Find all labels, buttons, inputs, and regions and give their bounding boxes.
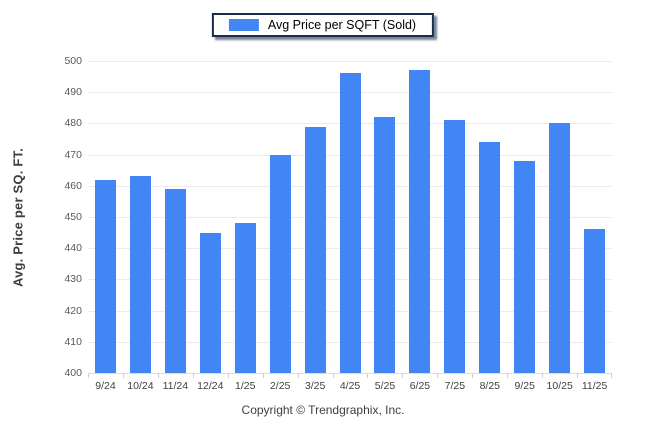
x-tick bbox=[402, 373, 403, 378]
x-tick-label: 8/25 bbox=[479, 380, 500, 392]
y-tick-label: 430 bbox=[64, 273, 82, 286]
x-tick-label: 11/24 bbox=[162, 380, 189, 392]
y-tick-label: 420 bbox=[64, 304, 82, 317]
x-tick bbox=[367, 373, 368, 378]
gridline bbox=[88, 61, 612, 62]
bar-8/25[interactable] bbox=[479, 142, 501, 373]
x-tick-label: 7/25 bbox=[444, 380, 466, 392]
bar-slot bbox=[437, 61, 472, 373]
x-tick bbox=[263, 373, 264, 378]
y-tick-label: 480 bbox=[64, 117, 82, 130]
bar-10/25[interactable] bbox=[549, 123, 571, 373]
x-tick-label: 3/25 bbox=[304, 380, 326, 392]
bar-11/24[interactable] bbox=[164, 188, 186, 373]
y-tick-label: 440 bbox=[64, 242, 82, 255]
bar-slot bbox=[193, 61, 228, 373]
bar-slot bbox=[333, 61, 368, 373]
x-tick-label: 10/25 bbox=[546, 380, 573, 392]
x-tick bbox=[298, 373, 299, 378]
x-tick-label: 9/25 bbox=[514, 380, 535, 392]
y-tick-label: 500 bbox=[64, 55, 82, 67]
x-tick-label: 5/25 bbox=[374, 380, 396, 392]
bar-11/25[interactable] bbox=[584, 229, 606, 373]
copyright-text: Copyright © Trendgraphix, Inc. bbox=[241, 403, 405, 417]
x-tick bbox=[472, 373, 473, 378]
gridline bbox=[88, 373, 612, 374]
y-axis-title: Avg. Price per SQ. FT. bbox=[10, 148, 26, 288]
x-tick bbox=[123, 373, 124, 378]
x-tick bbox=[577, 373, 578, 378]
bar-slot bbox=[542, 61, 577, 373]
x-tick bbox=[193, 373, 194, 378]
y-tick-label: 460 bbox=[64, 179, 82, 192]
x-tick-label: 11/25 bbox=[581, 380, 608, 392]
legend-label: Avg Price per SQFT (Sold) bbox=[267, 18, 417, 32]
bar-4/25[interactable] bbox=[339, 73, 361, 373]
x-tick-label: 4/25 bbox=[339, 380, 361, 392]
x-tick bbox=[507, 373, 508, 378]
x-tick bbox=[228, 373, 229, 378]
x-tick bbox=[542, 373, 543, 378]
bar-slot bbox=[158, 61, 193, 373]
bar-slot bbox=[298, 61, 333, 373]
bar-slot bbox=[88, 61, 123, 373]
y-axis-tick-labels: 400 410 420 430 440 450 460 470 480 490 500 bbox=[52, 55, 82, 379]
bar-slot bbox=[263, 61, 298, 373]
x-axis-tick-labels: 9/24 10/24 11/24 12/24 1/25 2/25 3/25 4/25 5/25 6… bbox=[88, 380, 612, 392]
legend[interactable]: Avg Price per SQFT (Sold) bbox=[211, 13, 435, 37]
bar-slot bbox=[368, 61, 403, 373]
bar-slot bbox=[507, 61, 542, 373]
x-tick bbox=[88, 373, 89, 378]
y-tick-label: 470 bbox=[64, 148, 82, 161]
x-tick-label: 6/25 bbox=[409, 380, 431, 392]
x-axis-ticks bbox=[88, 373, 612, 378]
bar-slot bbox=[577, 61, 612, 373]
bar-9/24[interactable] bbox=[94, 179, 116, 373]
bar-slot bbox=[472, 61, 507, 373]
bar-1/25[interactable] bbox=[234, 223, 256, 373]
bar-7/25[interactable] bbox=[444, 120, 466, 373]
legend-swatch-icon bbox=[228, 19, 259, 31]
bar-9/25[interactable] bbox=[514, 160, 536, 373]
bar-slot bbox=[228, 61, 263, 373]
x-tick bbox=[611, 373, 612, 378]
x-tick bbox=[158, 373, 159, 378]
x-tick bbox=[437, 373, 438, 378]
y-tick-label: 490 bbox=[64, 86, 82, 99]
bar-slot bbox=[123, 61, 158, 373]
x-tick-label: 9/24 bbox=[95, 380, 116, 392]
bar-5/25[interactable] bbox=[374, 117, 396, 373]
bar-series bbox=[88, 61, 612, 373]
y-tick-label: 450 bbox=[64, 211, 82, 223]
x-tick-label: 12/24 bbox=[197, 380, 224, 392]
bar-3/25[interactable] bbox=[304, 126, 326, 373]
plot-area bbox=[88, 61, 612, 374]
bar-6/25[interactable] bbox=[409, 70, 431, 373]
bar-2/25[interactable] bbox=[269, 154, 291, 373]
x-tick-label: 2/25 bbox=[269, 380, 291, 392]
x-tick bbox=[333, 373, 334, 378]
x-tick-label: 1/25 bbox=[235, 380, 256, 392]
y-tick-label: 410 bbox=[64, 335, 82, 348]
y-tick-label: 400 bbox=[64, 367, 82, 379]
bar-slot bbox=[402, 61, 437, 373]
bar-12/24[interactable] bbox=[199, 232, 221, 373]
x-tick-label: 10/24 bbox=[127, 380, 154, 392]
bar-10/24[interactable] bbox=[129, 176, 151, 373]
